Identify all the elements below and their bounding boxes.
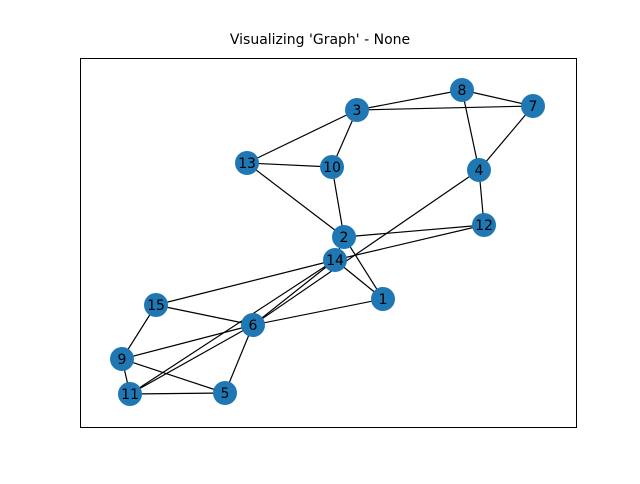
edge-6-11 [129,324,254,395]
node-circle-9 [110,347,134,371]
node-circle-11 [118,382,142,406]
node-circle-3 [345,98,369,122]
edge-2-12 [343,224,485,238]
node-9: 9 [110,347,134,371]
node-label-4: 4 [475,163,484,179]
node-circle-6 [241,313,265,337]
edge-9-5 [121,358,226,394]
node-label-3: 3 [353,103,362,119]
edge-13-2 [246,162,345,238]
node-label-8: 8 [458,83,467,99]
node-11: 11 [118,382,142,406]
edge-3-8 [356,89,463,111]
edge-14-11 [129,259,336,395]
node-12: 12 [472,213,496,237]
node-circle-13 [235,151,259,175]
node-circle-15 [144,293,168,317]
node-label-6: 6 [249,318,258,334]
node-3: 3 [345,98,369,122]
node-circle-7 [521,94,545,118]
node-8: 8 [450,78,474,102]
edge-1-6 [252,298,384,326]
edge-15-6 [155,304,254,326]
node-circle-2 [332,225,356,249]
edges-layer [121,89,534,395]
node-4: 4 [467,158,491,182]
edge-2-1 [343,236,384,300]
node-label-15: 15 [147,298,165,314]
node-circle-8 [450,78,474,102]
node-circle-4 [467,158,491,182]
node-7: 7 [521,94,545,118]
node-circle-10 [320,155,344,179]
edge-3-13 [246,109,358,164]
edge-14-6 [252,259,336,326]
node-label-5: 5 [221,386,230,402]
edge-8-7 [461,89,534,107]
edge-14-15 [155,259,336,306]
edge-3-7 [356,105,534,111]
node-15: 15 [144,293,168,317]
node-6: 6 [241,313,265,337]
node-label-11: 11 [121,387,139,403]
edge-4-6 [252,169,480,326]
node-label-1: 1 [379,292,388,308]
node-1: 1 [371,287,395,311]
node-circle-1 [371,287,395,311]
node-circle-14 [323,248,347,272]
edge-13-10 [246,162,333,168]
edge-6-9 [121,324,254,360]
node-circle-5 [213,381,237,405]
node-circle-12 [472,213,496,237]
edge-12-14 [334,224,485,261]
node-5: 5 [213,381,237,405]
node-label-10: 10 [323,160,341,176]
node-2: 2 [332,225,356,249]
node-label-13: 13 [238,156,256,172]
edge-7-4 [478,105,534,171]
node-label-2: 2 [340,230,349,246]
node-label-7: 7 [529,99,538,115]
node-label-12: 12 [475,218,493,234]
node-label-14: 14 [326,253,344,269]
axes-frame [80,58,577,428]
node-13: 13 [235,151,259,175]
edge-8-4 [461,89,480,171]
edge-11-5 [129,392,226,395]
node-label-9: 9 [118,352,127,368]
edge-6-5 [224,324,254,394]
plot-title: Visualizing 'Graph' - None [229,32,411,48]
node-14: 14 [323,248,347,272]
node-10: 10 [320,155,344,179]
